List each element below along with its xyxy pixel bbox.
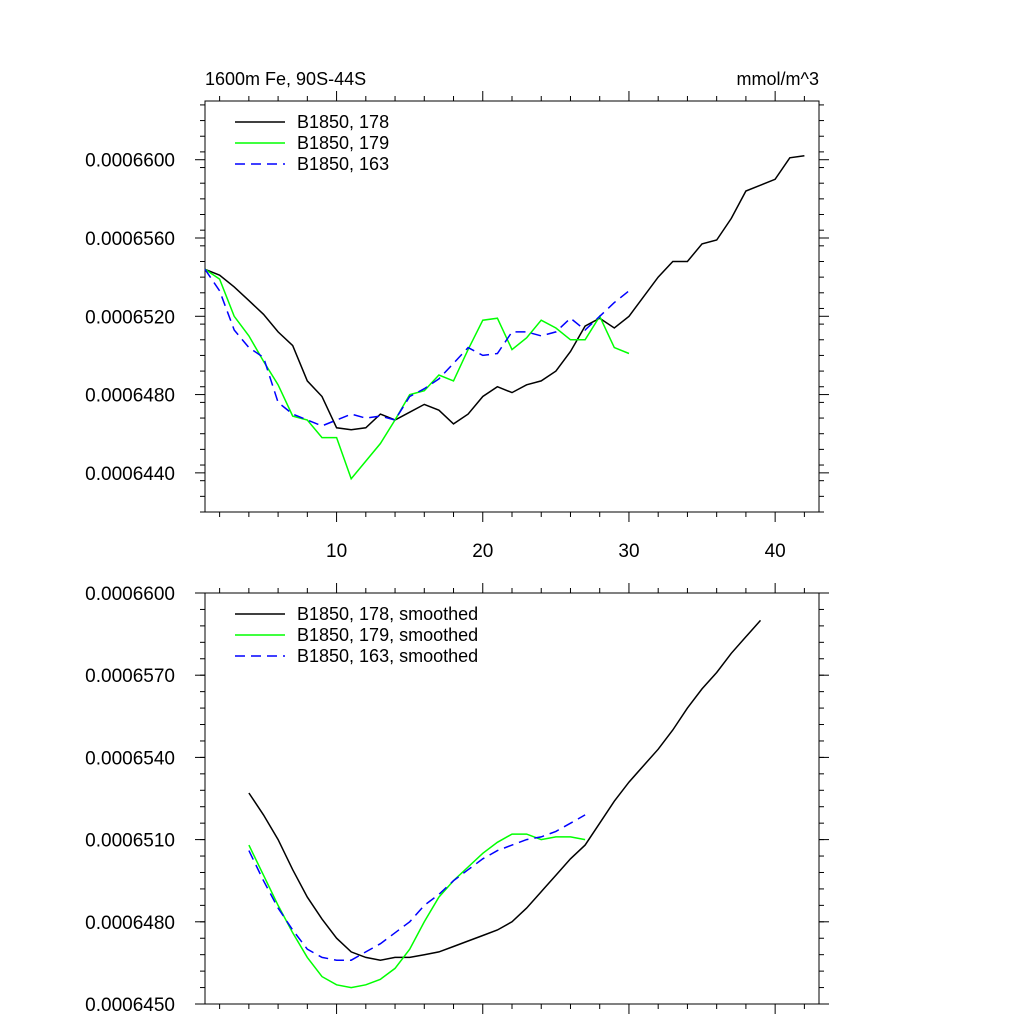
bottom-legend-label-1: B1850, 178, smoothed	[297, 604, 478, 624]
bottom-series-line-2	[248, 833, 586, 989]
bottom-y-tick-label: 0.0006480	[85, 913, 175, 934]
top-title-left: 1600m Fe, 90S-44S	[205, 69, 366, 89]
bottom-y-tick-label: 0.0006600	[85, 584, 175, 605]
top-y-tick-label: 0.0006600	[85, 151, 175, 172]
top-title-right: mmol/m^3	[737, 69, 819, 89]
top-y-tick-label: 0.0006440	[85, 464, 175, 485]
top-series-line-2	[204, 268, 630, 481]
bottom-y-tick-label: 0.0006450	[85, 995, 175, 1016]
top-y-tick-label: 0.0006480	[85, 386, 175, 407]
top-x-tick-label: 40	[765, 541, 786, 562]
bottom-y-tick-label: 0.0006510	[85, 831, 175, 852]
bottom-y-tick-label: 0.0006540	[85, 748, 175, 769]
top-series-line-3	[204, 268, 630, 427]
top-x-tick-label: 20	[472, 541, 493, 562]
top-legend-label-2: B1850, 179	[297, 133, 389, 153]
top-panel: 1600m Fe, 90S-44S mmol/m^3 0.0006440 0.00…	[85, 69, 829, 562]
top-y-tick-label: 0.0006560	[85, 229, 175, 250]
bottom-legend-label-3: B1850, 163, smoothed	[297, 646, 478, 666]
bottom-legend-label-2: B1850, 179, smoothed	[297, 625, 478, 645]
top-y-tick-label: 0.0006520	[85, 307, 175, 328]
bottom-panel: 0.0006450 0.0006480 0.0006510 0.0006540 0.00…	[85, 583, 829, 1016]
bottom-y-tick-label: 0.0006570	[85, 666, 175, 687]
top-x-tick-label: 10	[326, 541, 347, 562]
bottom-series-line-3	[248, 814, 586, 961]
top-series-line-1	[204, 155, 805, 431]
top-legend-label-1: B1850, 178	[297, 112, 389, 132]
bottom-series-line-1	[248, 619, 762, 961]
top-x-tick-label: 30	[618, 541, 639, 562]
top-legend-label-3: B1850, 163	[297, 154, 389, 174]
